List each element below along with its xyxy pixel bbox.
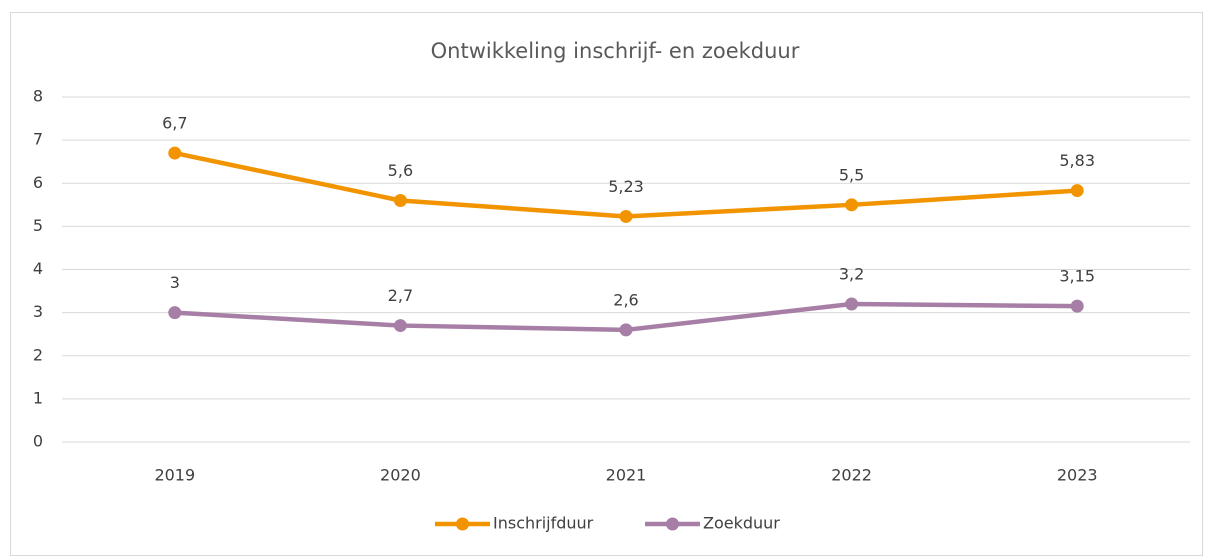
- data-label: 5,6: [388, 161, 413, 180]
- y-tick-label: 6: [33, 173, 43, 192]
- point: [168, 306, 182, 320]
- chart-frame: [10, 12, 1203, 556]
- y-tick-label: 0: [33, 432, 43, 451]
- y-tick-label: 5: [33, 216, 43, 235]
- x-tick-label: 2020: [380, 466, 421, 485]
- y-tick-label: 1: [33, 388, 43, 407]
- data-label: 3,2: [839, 265, 864, 284]
- legend-marker: [456, 517, 469, 531]
- point: [619, 209, 633, 223]
- legend-label: Inschrijfduur: [493, 514, 594, 533]
- data-label: 5,23: [608, 177, 644, 196]
- point: [1070, 299, 1084, 313]
- legend-marker: [666, 517, 679, 531]
- point: [845, 198, 859, 212]
- point: [393, 319, 407, 333]
- data-label: 2,7: [388, 286, 413, 305]
- y-tick-label: 4: [33, 259, 43, 278]
- x-tick-label: 2019: [154, 466, 195, 485]
- point: [1070, 184, 1084, 198]
- x-tick-label: 2022: [831, 466, 872, 485]
- point: [845, 297, 859, 311]
- y-tick-label: 2: [33, 345, 43, 364]
- data-label: 3,15: [1059, 267, 1095, 286]
- point: [393, 194, 407, 207]
- data-label: 3: [170, 273, 180, 292]
- data-label: 5,83: [1059, 151, 1095, 170]
- chart-title: Ontwikkeling inschrijf- en zoekduur: [431, 39, 800, 63]
- data-label: 5,5: [839, 165, 864, 184]
- data-label: 2,6: [613, 290, 638, 309]
- y-tick-label: 8: [33, 87, 43, 106]
- point: [619, 323, 633, 337]
- x-tick-label: 2021: [606, 466, 647, 485]
- point: [168, 146, 182, 160]
- y-tick-label: 7: [33, 130, 43, 149]
- x-tick-label: 2023: [1057, 466, 1098, 485]
- data-label: 6,7: [162, 114, 187, 133]
- y-tick-label: 3: [33, 302, 43, 321]
- legend-label: Zoekduur: [703, 514, 780, 533]
